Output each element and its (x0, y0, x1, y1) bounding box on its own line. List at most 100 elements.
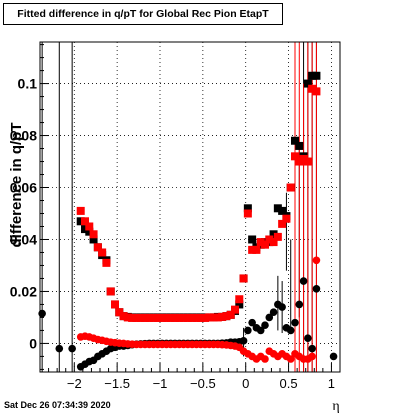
square-marker (218, 312, 227, 321)
square-marker (158, 313, 167, 322)
square-marker (81, 217, 89, 226)
square-marker (98, 248, 107, 257)
square-marker (291, 152, 299, 161)
circle-marker (308, 344, 316, 353)
x-axis-label: η (332, 399, 339, 414)
square-marker (115, 308, 124, 317)
square-marker (141, 313, 149, 322)
square-marker (235, 300, 244, 309)
square-marker (179, 313, 188, 322)
y-tick-label: 0.02 (10, 283, 37, 299)
square-marker (256, 238, 265, 247)
circle-marker (239, 337, 248, 345)
plot-frame (39, 41, 341, 373)
square-marker (243, 204, 252, 213)
x-tick-label: −1.5 (104, 376, 130, 391)
square-marker (205, 313, 214, 322)
y-tick-label: 0.1 (18, 76, 38, 92)
square-marker (273, 232, 282, 241)
square-marker (278, 219, 287, 228)
square-marker (162, 313, 171, 322)
circle-marker (312, 256, 321, 265)
square-marker (265, 235, 274, 244)
marker-layer (38, 71, 338, 371)
square-marker (102, 258, 111, 267)
x-tick-label: −1 (153, 376, 168, 391)
circle-marker (299, 277, 308, 285)
square-marker (303, 157, 312, 166)
square-marker (89, 235, 98, 244)
chart-title: Fitted difference in q/pT for Global Rec… (17, 8, 269, 20)
square-marker (81, 225, 89, 234)
circle-marker (329, 352, 338, 361)
square-marker (136, 313, 145, 322)
y-tick-label: 0.06 (10, 180, 37, 196)
circle-marker (295, 300, 304, 309)
x-tick-label: −0.5 (190, 376, 216, 391)
square-marker (261, 240, 269, 249)
y-axis-label: difference in q/pT (8, 122, 25, 247)
square-marker (248, 245, 257, 254)
square-marker (226, 310, 235, 319)
square-marker (291, 136, 299, 145)
square-marker (269, 238, 278, 247)
square-marker (106, 287, 115, 296)
circle-marker (261, 321, 269, 330)
square-marker (76, 217, 85, 226)
square-marker (312, 71, 321, 80)
axis-layer: −2 −1.5 −1 −0.5 0 0.5 1 0 0.02 0.04 0.06 0.08 0.1 (10, 44, 335, 391)
square-marker (85, 227, 94, 236)
square-marker (278, 206, 287, 215)
square-marker (209, 313, 218, 322)
circle-marker (278, 303, 286, 311)
circle-marker (68, 344, 76, 353)
y-tick-label: 0 (29, 335, 37, 351)
square-marker (123, 313, 132, 322)
circle-marker (244, 326, 252, 335)
square-marker (231, 305, 239, 314)
x-tick-label: 1 (328, 376, 335, 391)
square-marker (171, 313, 179, 322)
circle-marker (261, 355, 269, 363)
x-tick-label: 0 (242, 376, 249, 391)
square-marker (286, 183, 295, 192)
circle-marker (286, 326, 295, 335)
circle-marker (291, 318, 299, 327)
square-marker (196, 313, 205, 322)
square-marker (128, 313, 137, 322)
square-marker (252, 245, 261, 254)
circle-marker (248, 318, 256, 327)
footer-date: Sat Dec 26 07:34:39 2020 (4, 400, 111, 410)
x-tick-label: −2 (67, 376, 82, 391)
circle-marker (256, 326, 265, 335)
square-marker (303, 79, 312, 88)
circle-marker (265, 313, 274, 322)
square-marker (149, 313, 158, 322)
square-marker (89, 230, 98, 239)
square-marker (308, 71, 317, 80)
square-marker (93, 243, 102, 252)
square-marker (145, 313, 154, 322)
square-marker (111, 300, 119, 309)
y-tick-label: 0.04 (10, 231, 37, 247)
error-bar-layer (41, 42, 317, 372)
square-marker (183, 313, 192, 322)
square-marker (166, 313, 175, 322)
square-marker (299, 154, 308, 163)
square-marker (85, 222, 94, 231)
square-marker (119, 312, 128, 321)
circle-marker (269, 308, 278, 317)
circle-marker (55, 344, 64, 353)
square-marker (192, 313, 201, 322)
square-marker (295, 157, 304, 166)
square-marker (312, 87, 321, 96)
square-marker (76, 206, 85, 215)
circle-marker (308, 352, 316, 361)
square-marker (243, 209, 252, 218)
square-marker (239, 274, 248, 283)
square-marker (273, 204, 282, 213)
square-marker (175, 313, 184, 322)
square-marker (188, 313, 197, 322)
circle-marker (304, 334, 312, 343)
